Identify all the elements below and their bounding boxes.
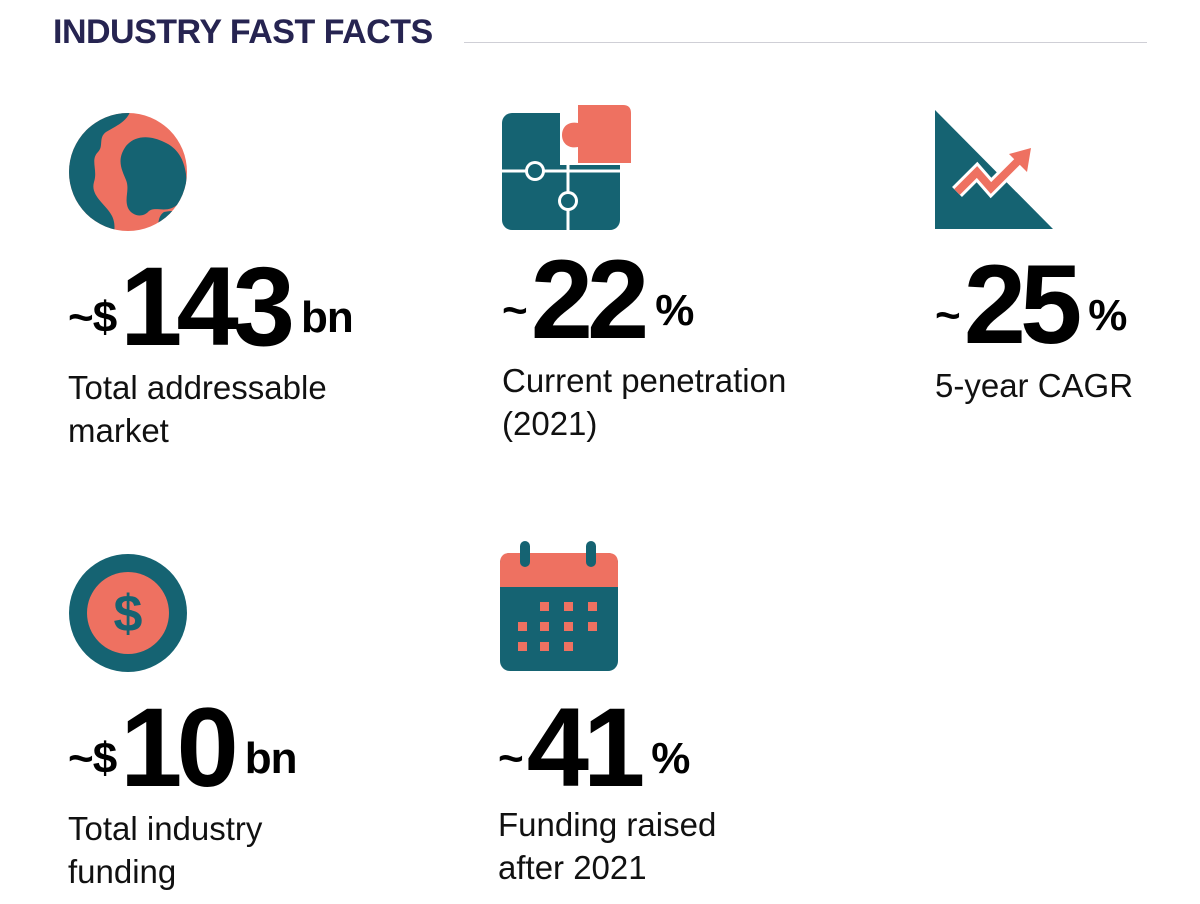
svg-text:$: $ (114, 585, 143, 643)
stat-label-line: funding (68, 853, 177, 890)
stat-value: ~$ 143 bn (68, 243, 354, 369)
stat-value: ~ 41 % (498, 684, 690, 810)
stat-label-line: 5-year CAGR (935, 367, 1134, 404)
stat-label-line: Total addressable (68, 369, 327, 406)
stat-label-line: Total industry (68, 810, 263, 847)
calendar-icon (498, 541, 618, 671)
page-title: INDUSTRY FAST FACTS (53, 13, 433, 51)
stat-value: ~ 25 % (935, 241, 1127, 367)
stat-number: 41 (526, 684, 646, 810)
stat-value: ~ 22 % (502, 236, 694, 362)
stat-label-line: after 2021 (498, 849, 647, 886)
stat-label-line: market (68, 412, 169, 449)
stat-unit: % (1088, 291, 1127, 340)
stat-label: Total addressable market (68, 366, 448, 452)
stat-prefix: ~ (935, 291, 961, 340)
stat-label-line: Current penetration (502, 362, 787, 399)
stat-prefix: ~ (502, 286, 528, 335)
dollar-coin-icon: $ (68, 553, 188, 683)
stat-number: 143 (120, 243, 295, 369)
stat-number: 25 (963, 241, 1083, 367)
stat-prefix: ~ (498, 734, 524, 783)
stat-unit: % (655, 286, 694, 335)
stat-label: Total industry funding (68, 807, 448, 893)
stat-value: ~$ 10 bn (68, 684, 298, 810)
puzzle-icon (502, 105, 634, 235)
stat-label: Funding raised after 2021 (498, 803, 878, 889)
growth-chart-icon (935, 110, 1055, 240)
stat-number: 10 (120, 684, 239, 810)
stat-label-line: (2021) (502, 405, 598, 442)
stat-prefix: ~$ (68, 293, 117, 342)
stat-prefix: ~$ (68, 734, 117, 783)
stat-label: 5-year CAGR (935, 364, 1195, 407)
stat-unit: bn (244, 734, 298, 783)
stat-unit: % (651, 734, 690, 783)
stat-label: Current penetration (2021) (502, 359, 882, 445)
header-divider (464, 42, 1147, 43)
stat-label-line: Funding raised (498, 806, 717, 843)
stat-number: 22 (530, 236, 650, 362)
globe-icon (68, 112, 188, 242)
stat-unit: bn (301, 293, 354, 342)
